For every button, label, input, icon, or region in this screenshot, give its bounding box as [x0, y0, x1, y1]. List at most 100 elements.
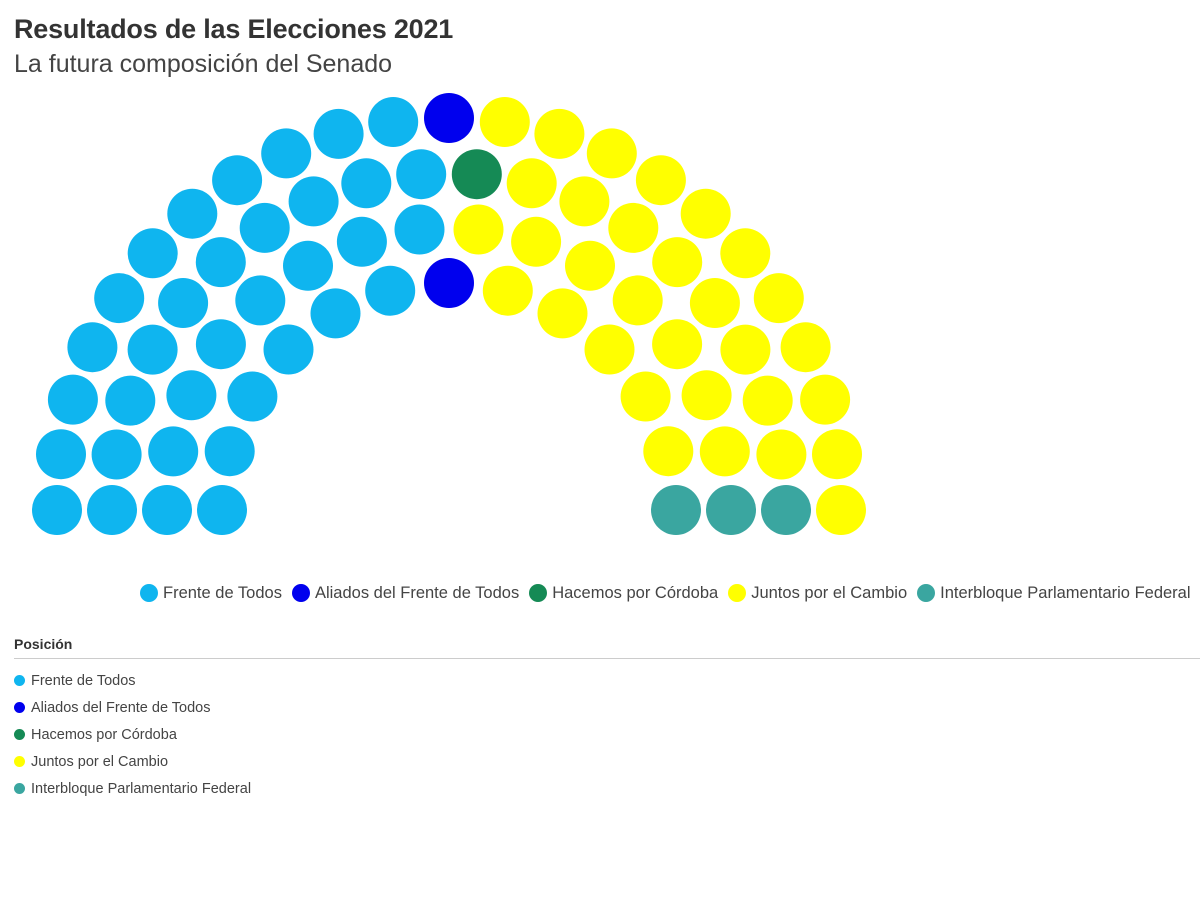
legend-swatch-interbloque — [917, 584, 936, 602]
seat[interactable] — [620, 371, 671, 422]
seat[interactable] — [424, 258, 474, 308]
seat[interactable] — [336, 216, 387, 267]
legend-item-aliados[interactable]: Aliados del Frente de Todos — [291, 583, 520, 603]
seat[interactable] — [612, 275, 663, 326]
seat[interactable] — [36, 429, 86, 480]
position-item: Aliados del Frente de Todos — [14, 694, 251, 721]
seat[interactable] — [396, 149, 447, 200]
position-item: Frente de Todos — [14, 667, 251, 694]
seat[interactable] — [651, 485, 701, 535]
seat[interactable] — [197, 485, 247, 535]
position-swatch — [14, 675, 25, 686]
legend-label: Juntos por el Cambio — [751, 583, 908, 602]
seat[interactable] — [689, 278, 740, 328]
seat[interactable] — [608, 202, 659, 253]
position-label: Juntos por el Cambio — [31, 753, 169, 770]
seat[interactable] — [699, 426, 750, 477]
seat[interactable] — [756, 429, 807, 480]
seat[interactable] — [565, 240, 615, 291]
seat[interactable] — [195, 319, 246, 370]
seat[interactable] — [706, 485, 756, 535]
position-list: Frente de Todos Aliados del Frente de To… — [14, 667, 251, 802]
seat[interactable] — [559, 176, 610, 227]
seat[interactable] — [91, 429, 142, 480]
seat[interactable] — [681, 370, 732, 421]
seat[interactable] — [195, 237, 246, 288]
seat[interactable] — [742, 375, 793, 426]
seat[interactable] — [534, 108, 585, 159]
seat[interactable] — [310, 288, 361, 339]
seat[interactable] — [148, 426, 199, 477]
seat[interactable] — [142, 485, 192, 535]
position-label: Hacemos por Córdoba — [31, 726, 177, 743]
position-item: Juntos por el Cambio — [14, 748, 251, 775]
seat[interactable] — [368, 97, 419, 147]
seat[interactable] — [235, 275, 286, 326]
seat[interactable] — [586, 128, 637, 179]
seat[interactable] — [263, 324, 314, 375]
seat[interactable] — [720, 228, 771, 279]
position-label: Interbloque Parlamentario Federal — [31, 780, 252, 797]
seat[interactable] — [643, 426, 694, 477]
seat[interactable] — [424, 93, 474, 143]
seat[interactable] — [394, 204, 445, 255]
seat[interactable] — [127, 228, 178, 279]
seat[interactable] — [761, 485, 811, 535]
seat[interactable] — [537, 288, 588, 339]
legend-label: Interbloque Parlamentario Federal — [940, 583, 1191, 602]
seat[interactable] — [451, 149, 502, 200]
seat[interactable] — [67, 322, 118, 373]
seat[interactable] — [800, 374, 851, 425]
seat[interactable] — [720, 324, 771, 375]
seat[interactable] — [283, 240, 333, 291]
seat[interactable] — [652, 237, 703, 288]
seat[interactable] — [94, 273, 145, 324]
seat[interactable] — [365, 265, 416, 316]
seat[interactable] — [212, 155, 263, 206]
seat[interactable] — [753, 273, 804, 324]
seat[interactable] — [584, 324, 635, 375]
legend-label: Aliados del Frente de Todos — [314, 583, 520, 602]
legend-item-hacemos-por-cordoba[interactable]: Hacemos por Córdoba — [529, 584, 718, 603]
seat[interactable] — [341, 158, 392, 209]
legend-swatch-hacemos-por-cordoba — [529, 584, 548, 602]
seat[interactable] — [479, 97, 530, 147]
seat[interactable] — [47, 374, 98, 425]
position-swatch — [14, 756, 25, 767]
legend-label: Frente de Todos — [163, 583, 282, 602]
seat[interactable] — [105, 375, 156, 426]
position-heading: Posición — [14, 636, 73, 652]
seat[interactable] — [32, 485, 82, 535]
seat[interactable] — [635, 155, 686, 206]
seat[interactable] — [780, 322, 831, 373]
position-swatch — [14, 783, 25, 794]
seat[interactable] — [812, 429, 862, 480]
legend-item-interbloque[interactable]: Interbloque Parlamentario Federal — [917, 583, 1191, 603]
seat[interactable] — [204, 426, 255, 477]
seat[interactable] — [680, 188, 731, 239]
legend-item-frente-de-todos[interactable]: Frente de Todos — [140, 584, 282, 603]
seat[interactable] — [288, 176, 339, 227]
position-divider — [14, 658, 1200, 659]
seat[interactable] — [652, 319, 703, 370]
seat[interactable] — [166, 370, 217, 421]
legend-label: Hacemos por Córdoba — [552, 583, 719, 602]
chart-legend: Frente de Todos Aliados del Frente de To… — [140, 580, 1200, 606]
seat[interactable] — [816, 485, 866, 535]
seat[interactable] — [453, 204, 504, 255]
seat[interactable] — [511, 216, 562, 267]
position-item: Hacemos por Córdoba — [14, 721, 251, 748]
seat[interactable] — [261, 128, 312, 179]
seat[interactable] — [482, 265, 533, 316]
seat[interactable] — [167, 188, 218, 239]
seat[interactable] — [87, 485, 137, 535]
seat[interactable] — [313, 108, 364, 159]
seat[interactable] — [239, 202, 290, 253]
seat[interactable] — [506, 158, 557, 209]
seat[interactable] — [158, 278, 209, 328]
chart-subtitle: La futura composición del Senado — [14, 50, 393, 78]
seat[interactable] — [227, 371, 278, 422]
seat[interactable] — [127, 324, 178, 375]
legend-swatch-frente-de-todos — [140, 584, 158, 602]
legend-item-juntos-por-el-cambio[interactable]: Juntos por el Cambio — [728, 584, 907, 603]
